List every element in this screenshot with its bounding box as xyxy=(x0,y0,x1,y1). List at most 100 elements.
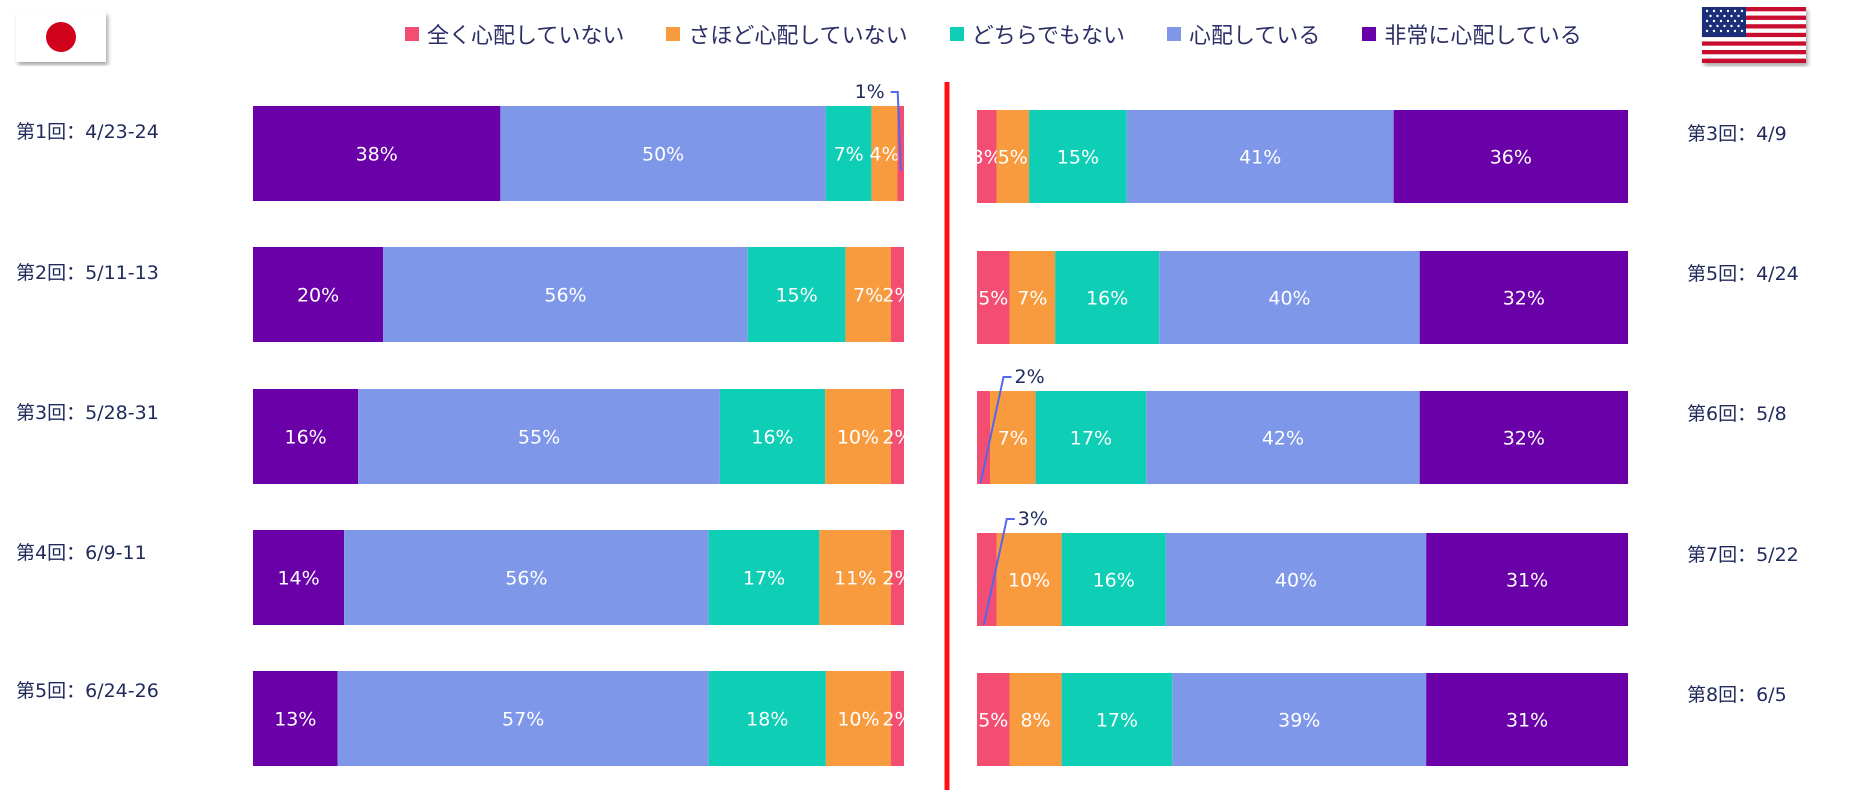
legend-swatch xyxy=(405,27,419,41)
legend-item: 非常に心配している xyxy=(1362,18,1582,50)
japan-data-label: 56% xyxy=(505,568,547,590)
legend-item: さほど心配していない xyxy=(666,18,908,50)
usa-bar-segment xyxy=(1159,251,1420,344)
usa-data-label: 3% xyxy=(972,147,1002,169)
japan-bar-segment xyxy=(825,671,891,766)
usa-bar-segment xyxy=(1126,110,1394,203)
japan-bar-segment xyxy=(383,247,748,342)
usa-data-label: 15% xyxy=(1057,147,1099,169)
legend-label: 全く心配していない xyxy=(427,24,625,49)
usa-bar-segment xyxy=(977,673,1010,766)
usa-row-label: 第6回：5/8 xyxy=(1687,403,1787,425)
usa-bar-segment xyxy=(1172,673,1427,766)
japan-data-label: 2% xyxy=(882,709,912,731)
japan-flag-icon xyxy=(16,12,106,62)
usa-data-label: 7% xyxy=(998,428,1028,450)
usa-data-label: 5% xyxy=(978,710,1008,732)
usa-callout-label: 2% xyxy=(1015,366,1045,388)
japan-row-label: 第1回：4/23-24 xyxy=(16,121,159,143)
usa-bar-segment xyxy=(1061,673,1173,766)
usa-data-label: 7% xyxy=(1017,288,1047,310)
usa-data-label: 32% xyxy=(1503,428,1545,450)
legend-label: 非常に心配している xyxy=(1384,24,1582,49)
japan-bar-segment xyxy=(890,389,904,484)
legend-label: 心配している xyxy=(1189,24,1321,49)
japan-bar-segment xyxy=(708,530,820,625)
japan-data-label: 16% xyxy=(751,427,793,449)
japan-data-label: 17% xyxy=(743,568,785,590)
japan-data-label: 14% xyxy=(277,568,319,590)
usa-data-label: 10% xyxy=(1008,570,1050,592)
japan-data-label: 10% xyxy=(837,427,879,449)
japan-bar-segment xyxy=(890,671,904,766)
usa-row-label: 第5回：4/24 xyxy=(1687,263,1799,285)
usa-callout-leader xyxy=(982,518,1015,626)
japan-data-label: 13% xyxy=(274,709,316,731)
japan-data-label: 7% xyxy=(853,285,883,307)
japan-row-label: 第3回：5/28-31 xyxy=(16,402,159,424)
japan-bar-segment xyxy=(708,671,826,766)
japan-data-label: 16% xyxy=(284,427,326,449)
usa-flag-icon xyxy=(1702,7,1806,63)
japan-bar-segment xyxy=(253,671,338,766)
japan-bar-segment xyxy=(890,247,904,342)
legend-swatch xyxy=(1167,27,1182,41)
japan-bar-segment xyxy=(871,106,898,201)
usa-bar-segment xyxy=(977,251,1010,344)
japan-data-label: 18% xyxy=(746,709,788,731)
legend-swatch xyxy=(949,27,964,41)
usa-bar-segment xyxy=(1426,673,1628,766)
usa-callout-leader xyxy=(979,376,1012,484)
japan-bar-segment xyxy=(719,389,826,484)
japan-bar-segment xyxy=(253,106,501,201)
japan-row-label: 第5回：6/24-26 xyxy=(16,680,159,702)
legend-item: 全く心配していない xyxy=(405,18,624,50)
japan-data-label: 15% xyxy=(775,285,817,307)
usa-row-label: 第3回：4/9 xyxy=(1687,123,1787,145)
usa-bar-segment xyxy=(1146,391,1420,484)
usa-bar-segment xyxy=(1426,533,1628,626)
usa-bar-segment xyxy=(1393,110,1628,203)
legend-swatch xyxy=(666,27,681,41)
japan-bar-segment xyxy=(845,247,891,342)
usa-data-label: 31% xyxy=(1506,570,1548,592)
usa-row-label: 第7回：5/22 xyxy=(1687,544,1799,566)
legend-label: さほど心配していない xyxy=(688,24,908,49)
usa-data-label: 8% xyxy=(1021,710,1051,732)
usa-data-label: 39% xyxy=(1278,710,1320,732)
usa-bar-segment xyxy=(1419,251,1628,344)
usa-callout-label: 3% xyxy=(1018,508,1048,530)
usa-data-label: 40% xyxy=(1275,570,1317,592)
legend-item: 心配している xyxy=(1167,18,1320,50)
japan-data-label: 57% xyxy=(502,709,544,731)
japan-callout-label: 1% xyxy=(855,81,885,103)
usa-bar-segment xyxy=(1419,391,1628,484)
usa-bar-segment xyxy=(977,533,997,626)
usa-bar-segment xyxy=(996,533,1062,626)
usa-data-label: 17% xyxy=(1096,710,1138,732)
usa-bar-segment xyxy=(1009,673,1062,766)
usa-data-label: 17% xyxy=(1070,428,1112,450)
japan-bar-segment xyxy=(890,530,904,625)
japan-row-label: 第4回：6/9-11 xyxy=(16,542,147,564)
usa-data-label: 16% xyxy=(1093,570,1135,592)
usa-row-label: 第8回：6/5 xyxy=(1687,684,1787,706)
japan-bar-segment xyxy=(344,530,709,625)
japan-data-label: 2% xyxy=(882,285,912,307)
usa-bar-segment xyxy=(1009,251,1056,344)
japan-data-label: 55% xyxy=(518,427,560,449)
japan-bar-segment xyxy=(253,247,384,342)
usa-data-label: 5% xyxy=(978,288,1008,310)
usa-bar-segment xyxy=(1035,391,1147,484)
usa-data-label: 5% xyxy=(998,147,1028,169)
japan-bar-segment xyxy=(825,389,891,484)
japan-data-label: 56% xyxy=(544,285,586,307)
japan-data-label: 2% xyxy=(882,568,912,590)
usa-bar-segment xyxy=(1029,110,1127,203)
japan-bar-segment xyxy=(747,247,846,342)
japan-data-label: 4% xyxy=(869,144,899,166)
legend-item: どちらでもない xyxy=(949,18,1125,50)
japan-data-label: 7% xyxy=(834,144,864,166)
usa-bar-segment xyxy=(1055,251,1160,344)
